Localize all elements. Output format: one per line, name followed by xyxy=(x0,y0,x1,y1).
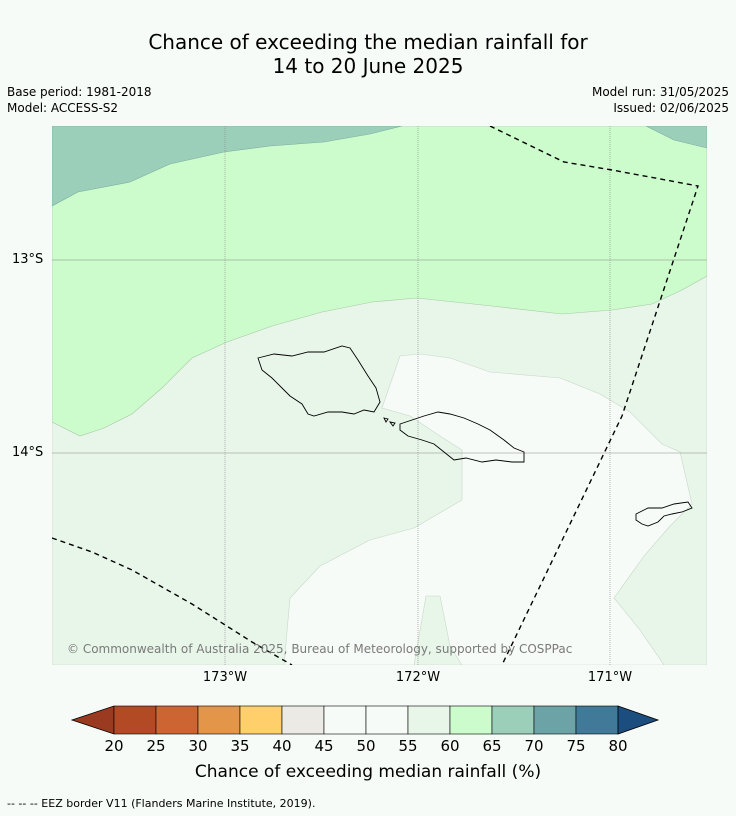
colorbar-svg xyxy=(70,705,660,735)
title-line-2: 14 to 20 June 2025 xyxy=(272,54,464,78)
colorbar-segment xyxy=(155,705,199,735)
colorbar-segment xyxy=(113,705,157,735)
colorbar-segment xyxy=(239,705,283,735)
colorbar-over-arrow xyxy=(617,705,660,735)
issued-date: Issued: 02/06/2025 xyxy=(613,101,729,115)
colorbar-tick-label: 30 xyxy=(188,737,208,755)
colorbar xyxy=(70,702,666,740)
colorbar-tick-label: 20 xyxy=(104,737,124,755)
colorbar-segment xyxy=(281,705,325,735)
map-panel xyxy=(52,126,707,665)
colorbar-tick-label: 25 xyxy=(146,737,166,755)
chart-title: Chance of exceeding the median rainfall … xyxy=(0,30,736,78)
base-period: Base period: 1981-2018 xyxy=(7,85,152,99)
zone-65-70-nw xyxy=(52,126,403,207)
title-line-1: Chance of exceeding the median rainfall … xyxy=(148,30,588,54)
map-svg xyxy=(52,126,707,665)
lat-label-14s: 14°S xyxy=(12,445,44,460)
colorbar-segment xyxy=(407,705,451,735)
eez-border xyxy=(52,126,699,665)
zone-60-65 xyxy=(52,126,707,437)
colorbar-under-arrow xyxy=(70,705,115,735)
colorbar-tick-label: 75 xyxy=(566,737,586,755)
zone-45-55-center xyxy=(283,353,693,665)
colorbar-segment xyxy=(491,705,535,735)
island-upolu xyxy=(399,411,525,463)
colorbar-segment xyxy=(365,705,409,735)
colorbar-segment xyxy=(323,705,367,735)
islands xyxy=(257,345,693,527)
eez-legend-note: -- -- -- EEZ border V11 (Flanders Marine… xyxy=(7,797,316,810)
eez-border-west xyxy=(52,537,293,665)
colorbar-tick-label: 55 xyxy=(398,737,418,755)
meta-left: Base period: 1981-2018 Model: ACCESS-S2 xyxy=(7,84,152,116)
lon-label-171w: 171°W xyxy=(587,670,633,685)
model-name: Model: ACCESS-S2 xyxy=(7,101,119,115)
colorbar-tick-label: 60 xyxy=(440,737,460,755)
colorbar-tick-label: 35 xyxy=(230,737,250,755)
colorbar-segment xyxy=(197,705,241,735)
lat-label-13s: 13°S xyxy=(12,252,44,267)
colorbar-tick-label: 80 xyxy=(608,737,628,755)
copyright-notice: © Commonwealth of Australia 2025, Bureau… xyxy=(67,642,573,656)
colorbar-tick-label: 65 xyxy=(482,737,502,755)
colorbar-tick-label: 70 xyxy=(524,737,544,755)
colorbar-segment xyxy=(575,705,619,735)
colorbar-segment xyxy=(449,705,493,735)
colorbar-tick-label: 40 xyxy=(272,737,292,755)
island-tutuila xyxy=(635,501,693,527)
island-savaii xyxy=(257,345,381,417)
meta-right: Model run: 31/05/2025 Issued: 02/06/2025 xyxy=(592,84,729,116)
graticule xyxy=(52,126,707,665)
colorbar-tick-label: 45 xyxy=(314,737,334,755)
lon-label-173w: 173°W xyxy=(202,670,248,685)
eez-border-east xyxy=(489,126,699,665)
colorbar-tick-label: 50 xyxy=(356,737,376,755)
model-run: Model run: 31/05/2025 xyxy=(591,85,729,99)
island-manono xyxy=(383,417,389,423)
lon-label-172w: 172°W xyxy=(395,670,441,685)
zone-65-70-ne xyxy=(645,126,707,149)
colorbar-segment xyxy=(533,705,577,735)
island-apolima xyxy=(388,421,396,427)
colorbar-label: Chance of exceeding median rainfall (%) xyxy=(194,762,542,782)
